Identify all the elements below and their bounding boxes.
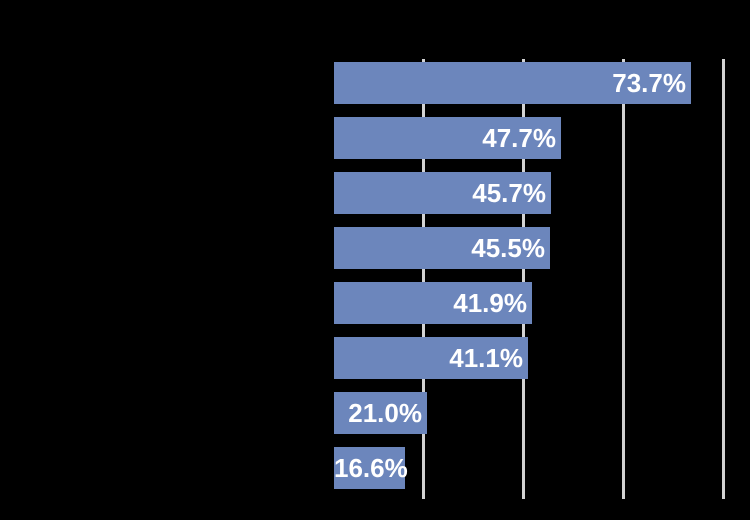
bar-value-label: 41.1% (449, 343, 523, 373)
bar-value-label: 16.6% (334, 453, 408, 483)
bar: 45.5% (334, 227, 550, 269)
bar: 21.0% (334, 392, 427, 434)
bar: 47.7% (334, 117, 561, 159)
bar: 73.7% (334, 62, 691, 104)
bar-value-label: 45.5% (471, 233, 545, 263)
bar: 16.6% (334, 447, 408, 489)
bar-value-label: 41.9% (453, 288, 527, 318)
bar: 41.1% (334, 337, 528, 379)
gridline (522, 59, 525, 499)
bar-value-label: 45.7% (472, 178, 546, 208)
bar: 41.9% (334, 282, 532, 324)
bar: 45.7% (334, 172, 551, 214)
bar-value-label: 21.0% (348, 398, 422, 428)
gridline (422, 59, 425, 499)
bar-value-label: 47.7% (482, 123, 556, 153)
gridline (622, 59, 625, 499)
bar-value-label: 73.7% (612, 68, 686, 98)
gridline (722, 59, 725, 499)
